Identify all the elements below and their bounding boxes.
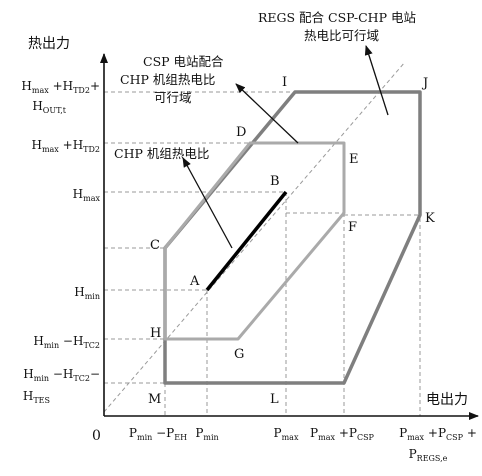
y-tick-y1-line2: HOUT,t [32, 99, 66, 115]
point-label-D: D [236, 125, 246, 140]
point-label-B: B [270, 174, 280, 189]
axes [100, 53, 479, 420]
chp-arrow [182, 157, 233, 249]
point-label-A: A [189, 274, 200, 289]
outer-feasible-region [163, 90, 422, 385]
y-tick-y4: Hmin [74, 285, 100, 301]
diagonal-guide [103, 61, 406, 413]
point-label-H: H [150, 326, 161, 341]
regs-arrow [364, 45, 389, 116]
regs-annotation-line2: 热电比可行域 [304, 28, 379, 43]
x-axis-title: 电出力 [426, 392, 468, 408]
point-label-J: J [421, 76, 428, 91]
chp-annotation: CHP 机组热电比 [114, 146, 209, 161]
x-tick-x2: Pmin [195, 426, 218, 442]
point-label-I: I [282, 75, 287, 90]
csp-arrow [235, 83, 299, 144]
x-tick-x5-line2: PREGS,e [409, 447, 448, 463]
x-tick-x3: Pmax [274, 426, 299, 442]
point-label-L: L [270, 392, 279, 407]
csp-annotation-line1: CSP 电站配合 [143, 54, 224, 69]
y-tick-y6-line2: HTES [23, 389, 50, 405]
y-tick-y2: Hmax +HTD2 [31, 138, 100, 154]
y-tick-y3: Hmax [73, 187, 101, 203]
csp-annotation-line2: CHP 机组热电比 [120, 72, 215, 87]
y-tick-y5: Hmin −HTC2 [33, 334, 100, 350]
y-tick-labels: Hmax +HTD2+ HOUT,t Hmax +HTD2 Hmax Hmin Hmin … [21, 79, 100, 405]
middle-feasible-region [163, 141, 346, 341]
x-tick-labels: Pmin −PEH Pmin Pmax Pmax +PCSP Pmax +PCSP + P… [129, 426, 477, 463]
point-label-M: M [148, 392, 161, 407]
csp-annotation-line3: 可行域 [154, 90, 192, 105]
regs-annotation-line1: REGS 配合 CSP-CHP 电站 [258, 10, 416, 25]
point-label-G: G [234, 347, 244, 362]
y-tick-y1: Hmax +HTD2+ [21, 79, 100, 95]
x-tick-x1: Pmin −PEH [129, 426, 187, 442]
x-tick-x4: Pmax +PCSP [310, 426, 375, 442]
x-tick-x5: Pmax +PCSP + [399, 426, 477, 442]
point-label-K: K [425, 211, 435, 226]
point-label-E: E [349, 152, 359, 167]
y-tick-y6: Hmin −HTC2− [23, 367, 100, 383]
annotation-arrows [182, 45, 389, 249]
point-label-F: F [348, 220, 357, 235]
chp-segment-A-B [205, 190, 288, 292]
point-label-C: C [150, 238, 160, 253]
y-axis-title: 热出力 [28, 36, 70, 52]
origin-label: 0 [92, 428, 101, 444]
